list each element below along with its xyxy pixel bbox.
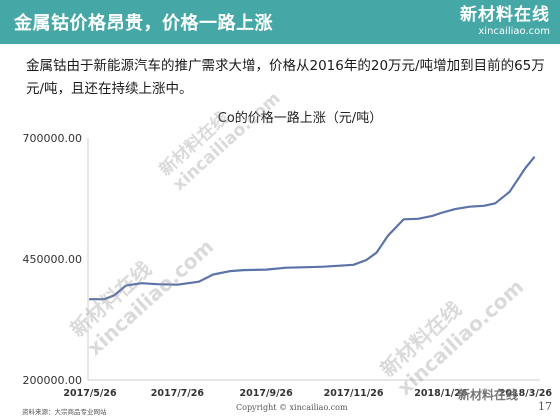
intro-text: 金属钴由于新能源汽车的推广需求大增，价格从2016年的20万元/吨增加到目前的6… — [26, 58, 545, 97]
y-tick-label: 450000.00 — [23, 253, 83, 266]
footer-source: 资料来源：大宗商品专业网站 — [22, 408, 107, 416]
cobalt-price-line — [88, 156, 536, 301]
x-tick-label: 2018/1/26 — [414, 388, 468, 399]
x-tick-label: 2017/7/26 — [151, 388, 205, 399]
price-chart: Co的价格一路上涨（元/吨） 700000.00 450000.00 200000.… — [23, 110, 553, 399]
brand-logo: 新材料在线 xincailiao.com — [440, 5, 550, 41]
x-tick-label: 2018/3/26 — [499, 388, 553, 399]
slide-header: 金属钴价格昂贵，价格一路上涨 新材料在线 xincailiao.com — [0, 0, 560, 44]
y-tick-label: 200000.00 — [23, 374, 83, 387]
page-number: 17 — [538, 400, 552, 413]
slide-title: 金属钴价格昂贵，价格一路上涨 — [14, 13, 273, 34]
footer-copyright: Copyright © xincailiao.com — [236, 403, 348, 412]
x-tick-label: 2017/5/26 — [63, 388, 117, 399]
x-tick-label: 2017/9/26 — [240, 388, 294, 399]
x-tick-label: 2017/11/26 — [324, 388, 384, 399]
logo-name: 新材料在线 — [460, 5, 550, 25]
y-tick-label: 700000.00 — [23, 132, 83, 145]
footer-brand: 新材料在线 — [458, 388, 519, 402]
chart-title: Co的价格一路上涨（元/吨） — [218, 110, 382, 126]
logo-url: xincailiao.com — [478, 26, 550, 37]
